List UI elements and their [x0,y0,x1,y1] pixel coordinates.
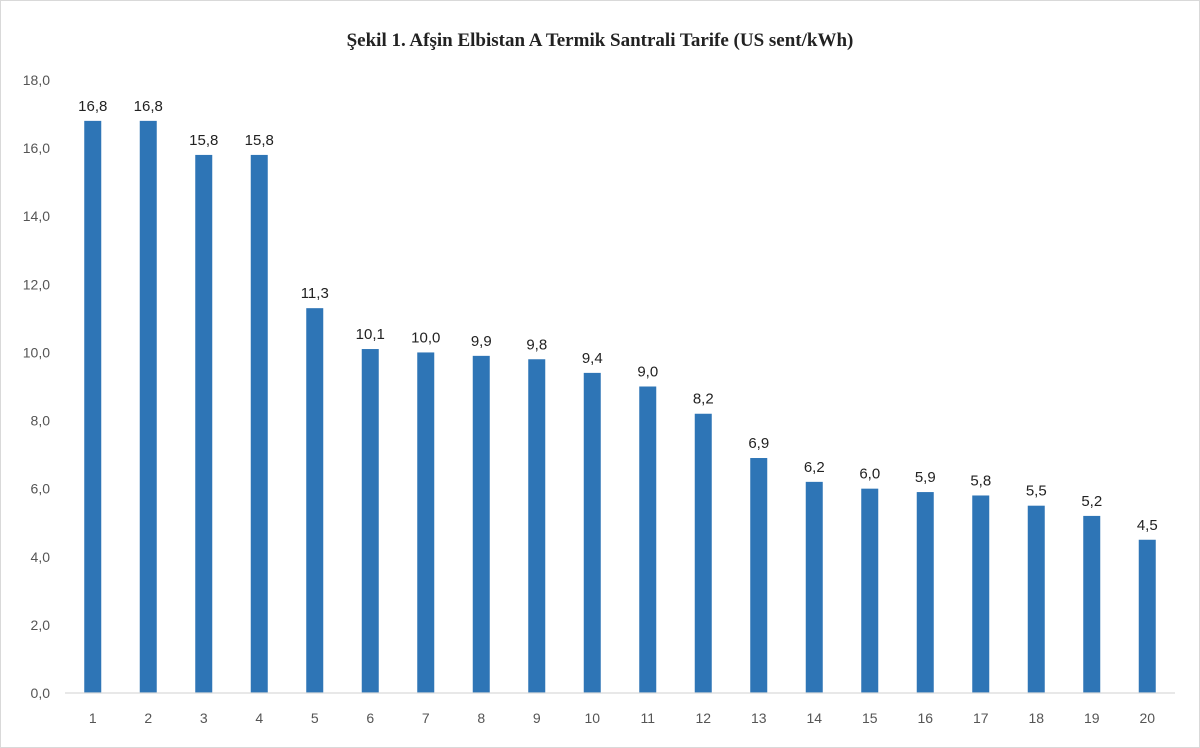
x-tick-label: 11 [640,710,655,726]
data-label: 5,2 [1081,493,1102,510]
y-axis-ticks: 0,0 2,0 4,0 6,0 8,0 10,0 12,0 14,0 16,0 18,0 [23,72,50,701]
data-label: 5,8 [970,472,991,489]
data-label: 5,5 [1026,483,1047,500]
data-label: 16,8 [78,98,107,115]
x-tick-label: 16 [917,710,933,726]
x-tick-label: 1 [89,710,97,726]
x-tick-label: 5 [311,710,319,726]
bar [750,458,768,693]
data-label: 9,8 [526,336,547,353]
x-tick-label: 19 [1084,710,1100,726]
data-label: 5,9 [915,469,936,486]
bar [861,488,879,693]
y-tick-label: 16,0 [23,140,50,156]
bars [84,120,1156,693]
bar [361,349,379,693]
bar [195,154,213,693]
data-label: 8,2 [693,391,714,408]
bar [528,359,546,693]
bar [472,355,490,693]
bar [417,352,435,693]
y-tick-label: 2,0 [31,617,51,633]
x-tick-label: 13 [751,710,767,726]
x-tick-label: 3 [200,710,208,726]
y-tick-label: 4,0 [31,549,51,565]
x-tick-label: 2 [144,710,152,726]
data-label: 6,0 [859,466,880,483]
data-label: 16,8 [134,98,163,115]
x-tick-label: 6 [366,710,374,726]
y-tick-label: 6,0 [31,481,51,497]
bar [250,154,268,693]
data-label: 4,5 [1137,517,1158,534]
bar [84,120,102,693]
x-tick-label: 17 [973,710,989,726]
x-tick-label: 20 [1139,710,1155,726]
y-tick-label: 8,0 [31,413,51,429]
x-tick-label: 10 [584,710,600,726]
data-labels: 16,8 16,8 15,8 15,8 11,3 10,1 10,0 9,9 9,8 9,4 9,0… [78,98,1158,534]
y-tick-label: 18,0 [23,72,50,88]
x-tick-label: 15 [862,710,878,726]
x-tick-label: 7 [422,710,430,726]
bar [139,120,157,693]
x-axis-ticks: 1 2 3 4 5 6 7 8 9 10 11 12 13 14 15 16 17 18 19 20 [89,710,1155,726]
data-label: 10,1 [356,326,385,343]
y-tick-label: 10,0 [23,344,50,360]
bar [916,492,934,693]
data-label: 6,9 [748,435,769,452]
bar [1083,515,1101,693]
bar [805,481,823,693]
bar [1138,539,1156,693]
bar [639,386,657,693]
bar [694,413,712,693]
x-tick-label: 14 [806,710,822,726]
bar [972,495,990,693]
bar [306,308,324,693]
y-tick-label: 12,0 [23,276,50,292]
data-label: 9,0 [637,364,658,381]
data-label: 15,8 [245,132,274,149]
y-tick-label: 14,0 [23,208,50,224]
data-label: 10,0 [411,329,440,346]
x-tick-label: 8 [477,710,485,726]
x-tick-label: 9 [533,710,541,726]
x-tick-label: 12 [695,710,711,726]
data-label: 9,9 [471,333,492,350]
x-tick-label: 18 [1028,710,1044,726]
data-label: 11,3 [301,285,329,302]
chart-title: Şekil 1. Afşin Elbistan A Termik Santral… [346,30,854,51]
data-label: 6,2 [804,459,825,476]
y-tick-label: 0,0 [31,685,51,701]
x-tick-label: 4 [255,710,263,726]
data-label: 15,8 [189,132,218,149]
bar [1027,505,1045,693]
bar [583,372,601,693]
data-label: 9,4 [582,350,603,367]
